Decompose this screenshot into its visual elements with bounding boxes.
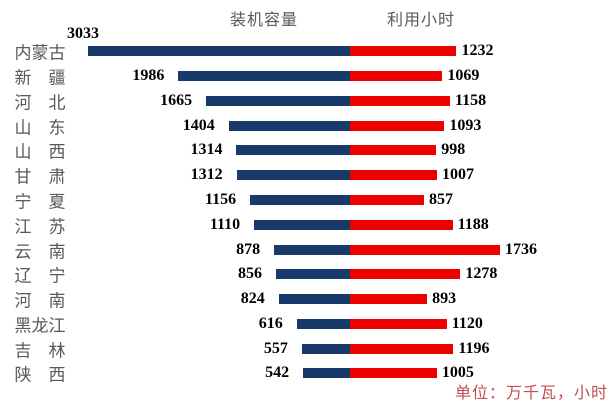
capacity-value-label: 3033 [66, 25, 99, 42]
hours-bar [350, 120, 445, 131]
capacity-bar [254, 219, 350, 230]
category-label: 河 北 [14, 93, 66, 113]
category-label: 陕 西 [14, 365, 66, 385]
chart-row: 江 苏 1110 1188 [0, 212, 616, 237]
hours-bar [350, 46, 457, 57]
hours-value-label: 1232 [461, 42, 494, 60]
category-label: 黑龙江 [14, 316, 66, 336]
hours-value-label: 998 [441, 141, 466, 159]
chart-row: 河 北 1665 1158 [0, 89, 616, 114]
capacity-bar [296, 318, 350, 329]
hours-value-label: 1069 [447, 67, 480, 85]
chart-row: 黑龙江 616 1120 [0, 311, 616, 336]
capacity-value-label: 542 [265, 364, 290, 382]
category-label: 新 疆 [14, 68, 66, 88]
capacity-value-label: 1312 [190, 166, 223, 184]
capacity-value-label: 1156 [204, 190, 237, 208]
hours-value-label: 1196 [458, 339, 490, 357]
category-label: 辽 宁 [14, 266, 66, 286]
hours-bar [350, 219, 453, 230]
capacity-bar [87, 46, 350, 57]
capacity-value-label: 856 [238, 265, 263, 283]
hours-bar [350, 318, 447, 329]
capacity-value-label: 1110 [209, 215, 241, 233]
hours-bar [350, 145, 437, 156]
capacity-value-label: 824 [240, 290, 265, 308]
category-label: 宁 夏 [14, 192, 66, 212]
capacity-value-label: 1314 [190, 141, 223, 159]
hours-value-label: 1736 [504, 240, 537, 258]
chart-row: 河 南 824 893 [0, 287, 616, 312]
capacity-bar [250, 194, 350, 205]
hours-bar [350, 170, 437, 181]
category-label: 吉 林 [14, 341, 66, 361]
category-label: 江 苏 [14, 217, 66, 237]
capacity-value-label: 1404 [182, 116, 215, 134]
hours-value-label: 1158 [455, 91, 487, 109]
hours-bar [350, 343, 454, 354]
hours-value-label: 1278 [465, 265, 498, 283]
capacity-bar [278, 294, 350, 305]
chart-row: 辽 宁 856 1278 [0, 262, 616, 287]
hours-value-label: 1005 [441, 364, 474, 382]
chart-row: 新 疆 1986 1069 [0, 64, 616, 89]
unit-note: 单位：万千瓦，小时 [454, 385, 608, 402]
chart-row: 甘 肃 1312 1007 [0, 163, 616, 188]
capacity-bar [276, 269, 350, 280]
hours-bar [350, 71, 443, 82]
capacity-bar [274, 244, 350, 255]
capacity-value-label: 878 [236, 240, 261, 258]
chart-row: 陕 西 542 1005 [0, 361, 616, 386]
capacity-bar [236, 170, 350, 181]
capacity-value-label: 1665 [160, 91, 193, 109]
capacity-bar [303, 368, 350, 379]
category-label: 河 南 [14, 291, 66, 311]
hours-value-label: 857 [429, 190, 454, 208]
category-label: 山 东 [14, 118, 66, 138]
series-header-capacity: 装机容量 [229, 12, 298, 29]
hours-value-label: 893 [432, 290, 457, 308]
category-label: 甘 肃 [14, 167, 66, 187]
hours-bar [350, 294, 428, 305]
category-label: 内蒙古 [14, 43, 66, 63]
capacity-bar [301, 343, 350, 354]
chart-row: 吉 林 557 1196 [0, 336, 616, 361]
hours-value-label: 1188 [457, 215, 489, 233]
capacity-bar [178, 71, 350, 82]
chart-row: 山 西 1314 998 [0, 138, 616, 163]
chart-row: 云 南 878 1736 [0, 237, 616, 262]
capacity-value-label: 616 [258, 314, 283, 332]
category-label: 云 南 [14, 242, 66, 262]
hours-bar [350, 244, 500, 255]
chart-row: 山 东 1404 1093 [0, 113, 616, 138]
capacity-bar [206, 95, 350, 106]
hours-value-label: 1120 [451, 314, 483, 332]
series-header-hours: 利用小时 [386, 12, 455, 29]
hours-bar [350, 368, 437, 379]
hours-bar [350, 269, 461, 280]
capacity-value-label: 557 [263, 339, 288, 357]
hours-value-label: 1093 [449, 116, 482, 134]
hours-bar [350, 95, 451, 106]
capacity-value-label: 1986 [132, 67, 165, 85]
capacity-bar [236, 145, 350, 156]
chart-row: 内蒙古 3033 1232 [0, 25, 616, 64]
hours-bar [350, 194, 425, 205]
hours-value-label: 1007 [442, 166, 474, 184]
category-label: 山 西 [14, 142, 66, 162]
chart-row: 宁 夏 1156 857 [0, 188, 616, 213]
capacity-bar [228, 120, 350, 131]
